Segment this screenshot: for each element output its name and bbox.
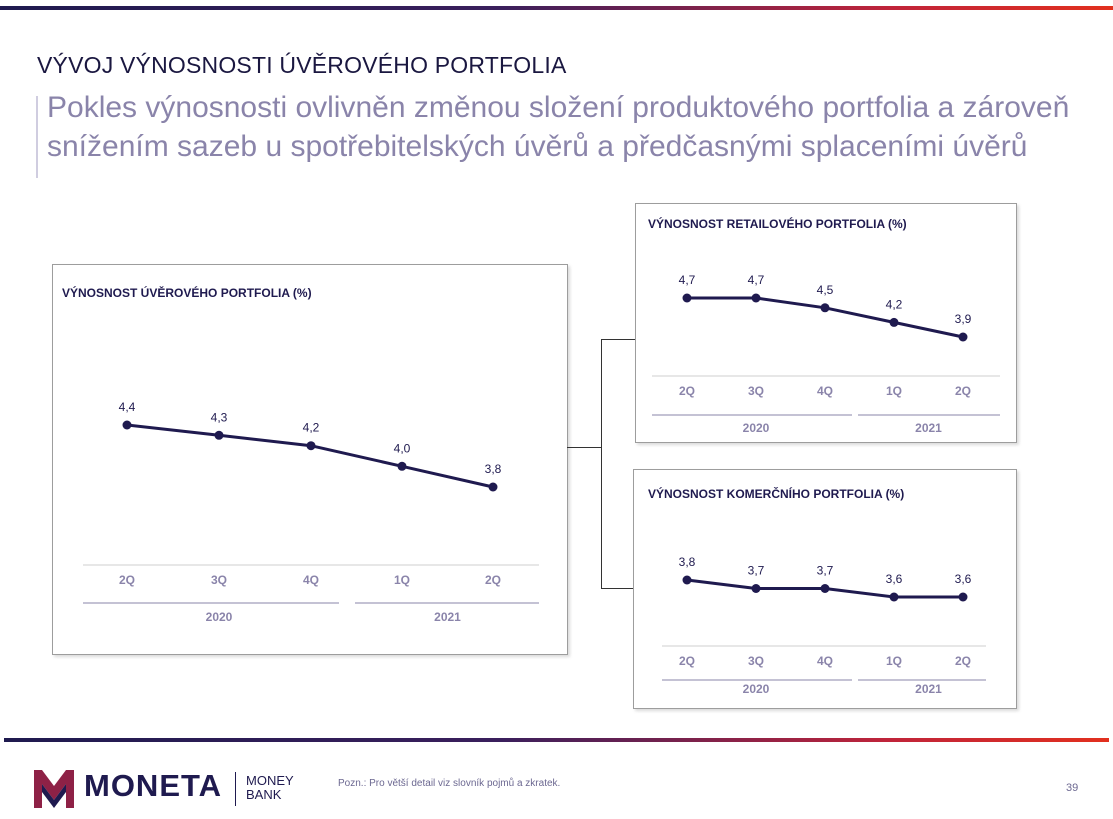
x-tick-label: 2Q [679,384,695,398]
data-label: 3,7 [748,564,765,578]
data-point [122,420,132,430]
group-label: 2020 [743,421,770,435]
brand-name: MONETA [84,768,223,803]
data-label: 4,4 [119,400,136,414]
data-point [751,584,761,593]
retail-portfolio-chart-panel: VÝNOSNOST RETAILOVÉHO PORTFOLIA (%) 4,7 4… [635,203,1017,443]
data-label: 4,2 [886,297,903,311]
data-label: 4,7 [679,273,696,287]
page-number: 39 [1066,782,1079,794]
x-tick-label: 4Q [817,384,833,398]
x-tick-label: 3Q [748,384,764,398]
connector-horizontal-bottom [601,588,633,589]
top-accent-bar [0,6,1113,10]
group-label: 2021 [915,421,942,435]
commercial-portfolio-chart-panel: VÝNOSNOST KOMERČNÍHO PORTFOLIA (%) 3,8 3,… [633,469,1017,709]
data-point [958,592,968,602]
data-point [958,332,968,342]
data-point [682,575,692,585]
x-tick-label: 3Q [211,573,227,587]
brand-subline-1: MONEY [246,773,294,788]
data-point [751,293,761,303]
footnote: Pozn.: Pro větší detail viz slovník pojm… [338,778,561,789]
data-label: 3,8 [485,462,502,476]
x-tick-label: 2Q [679,654,695,668]
data-label: 4,7 [748,273,765,287]
x-tick-label: 4Q [817,654,833,668]
data-point [889,317,899,327]
data-point [214,430,224,440]
connector-vertical [601,339,602,588]
group-label: 2021 [434,610,461,624]
moneta-logo-icon [34,770,74,808]
x-tick-label: 4Q [303,573,319,587]
slide-title: VÝVOJ VÝNOSNOSTI ÚVĚROVÉHO PORTFOLIA [37,52,567,78]
x-tick-label: 1Q [394,573,410,587]
x-tick-label: 2Q [955,384,971,398]
x-tick-label: 2Q [485,573,501,587]
chart-title: VÝNOSNOST KOMERČNÍHO PORTFOLIA (%) [648,487,905,501]
x-tick-label: 1Q [886,384,902,398]
x-tick-label: 1Q [886,654,902,668]
data-point [889,592,899,602]
retail-portfolio-line-chart: 4,7 4,7 4,5 4,2 3,9 2Q 3Q 4Q 1Q 2Q 2020 2021 [652,273,1000,435]
x-tick-label: 2Q [119,573,135,587]
data-label: 3,6 [886,572,903,586]
bottom-accent-bar [4,738,1109,742]
data-point [820,584,830,593]
subtitle-rule [36,96,38,178]
total-portfolio-line-chart: 4,4 4,3 4,2 4,0 3,8 2Q 3Q 4Q 1Q 2Q 2020 2021 [83,400,539,624]
data-point [397,461,407,471]
logo-separator [235,772,236,806]
total-portfolio-chart-panel: VÝNOSNOST ÚVĚROVÉHO PORTFOLIA (%) 4,4 4,3… [52,264,568,655]
data-label: 3,8 [679,555,696,569]
chart-title: VÝNOSNOST RETAILOVÉHO PORTFOLIA (%) [648,217,907,231]
commercial-portfolio-line-chart: 3,8 3,7 3,7 3,6 3,6 2Q 3Q 4Q 1Q 2Q 2020 2021 [662,555,986,696]
connector-horizontal-main [567,447,601,448]
brand-subline-2: BANK [246,787,282,802]
data-label: 4,0 [394,441,411,455]
data-point [306,441,316,451]
data-label: 4,3 [211,410,228,424]
group-label: 2021 [915,682,942,696]
connector-horizontal-top [601,339,635,340]
x-tick-label: 2Q [955,654,971,668]
group-label: 2020 [206,610,233,624]
data-label: 4,5 [817,283,834,297]
data-label: 3,9 [955,312,972,326]
group-label: 2020 [743,682,770,696]
data-label: 3,7 [817,564,834,578]
data-point [488,482,498,492]
brand-subline: MONEY BANK [246,774,316,802]
x-tick-label: 3Q [748,654,764,668]
data-label: 3,6 [955,572,972,586]
slide-subtitle: Pokles výnosnosti ovlivněn změnou složen… [47,91,1070,163]
data-point [820,303,830,313]
data-point [682,293,692,303]
data-label: 4,2 [303,421,320,435]
chart-title: VÝNOSNOST ÚVĚROVÉHO PORTFOLIA (%) [62,286,312,300]
